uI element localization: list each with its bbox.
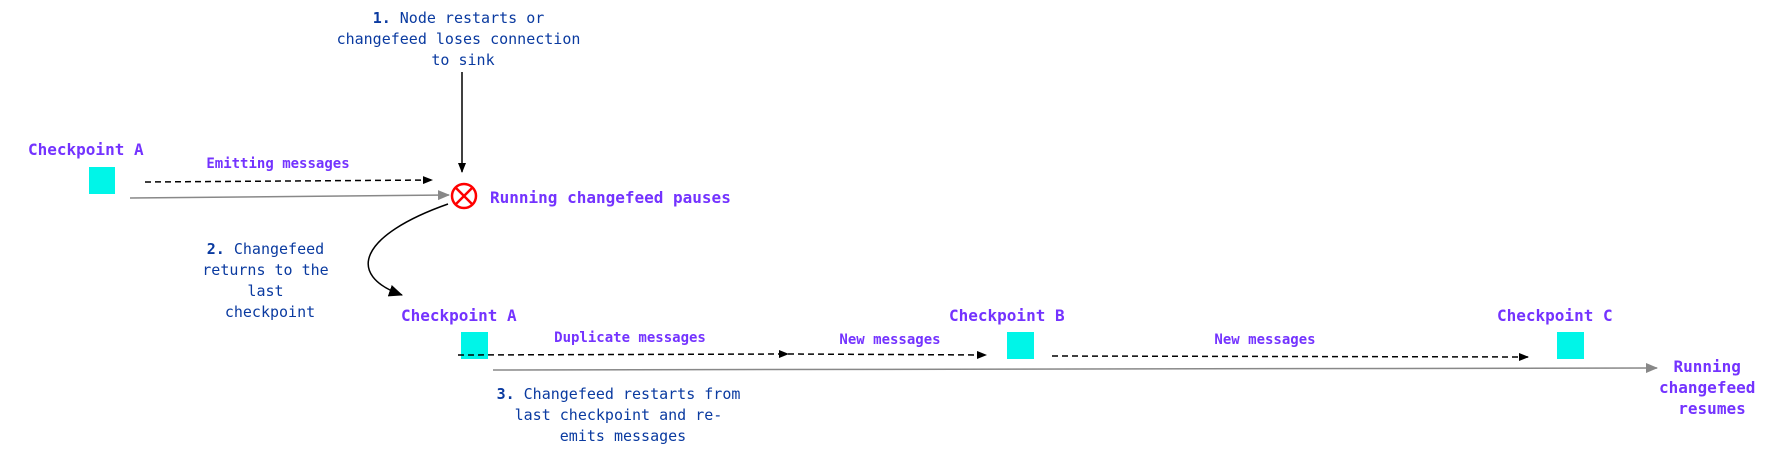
duplicate-messages-label: Duplicate messages — [554, 330, 706, 346]
emitting-arrow — [144, 176, 433, 185]
new-messages-arrow-2 — [1051, 352, 1529, 361]
step3-note: 3. Changefeed restarts from last checkpo… — [497, 385, 750, 445]
checkpoint-c-label: Checkpoint C — [1497, 306, 1613, 325]
new-messages-arrow-1 — [787, 350, 987, 359]
step1-note: 1. Node restarts or changefeed loses con… — [337, 9, 590, 69]
resumes-label: Running changefeed resumes — [1659, 357, 1765, 418]
return-arrow — [367, 203, 449, 297]
emitting-messages-label: Emitting messages — [206, 156, 349, 172]
checkpoint-b-marker — [1007, 332, 1034, 359]
step1-number: 1. — [373, 9, 391, 27]
bottom-timeline — [492, 363, 1658, 374]
checkpoint-a-bottom-label: Checkpoint A — [401, 306, 517, 325]
step2-note: 2. Changefeed returns to the last checkp… — [202, 240, 337, 321]
new-messages-label-1: New messages — [839, 332, 940, 348]
duplicate-arrow — [457, 350, 789, 359]
checkpoint-a-top-label: Checkpoint A — [28, 140, 144, 159]
pause-label: Running changefeed pauses — [490, 188, 731, 207]
checkpoint-a-top-marker — [89, 167, 115, 194]
new-messages-label-2: New messages — [1214, 332, 1315, 348]
checkpoint-c-marker — [1557, 332, 1584, 359]
circle-x-icon — [450, 182, 478, 210]
checkpoint-b-label: Checkpoint B — [949, 306, 1065, 325]
top-timeline — [129, 190, 450, 201]
